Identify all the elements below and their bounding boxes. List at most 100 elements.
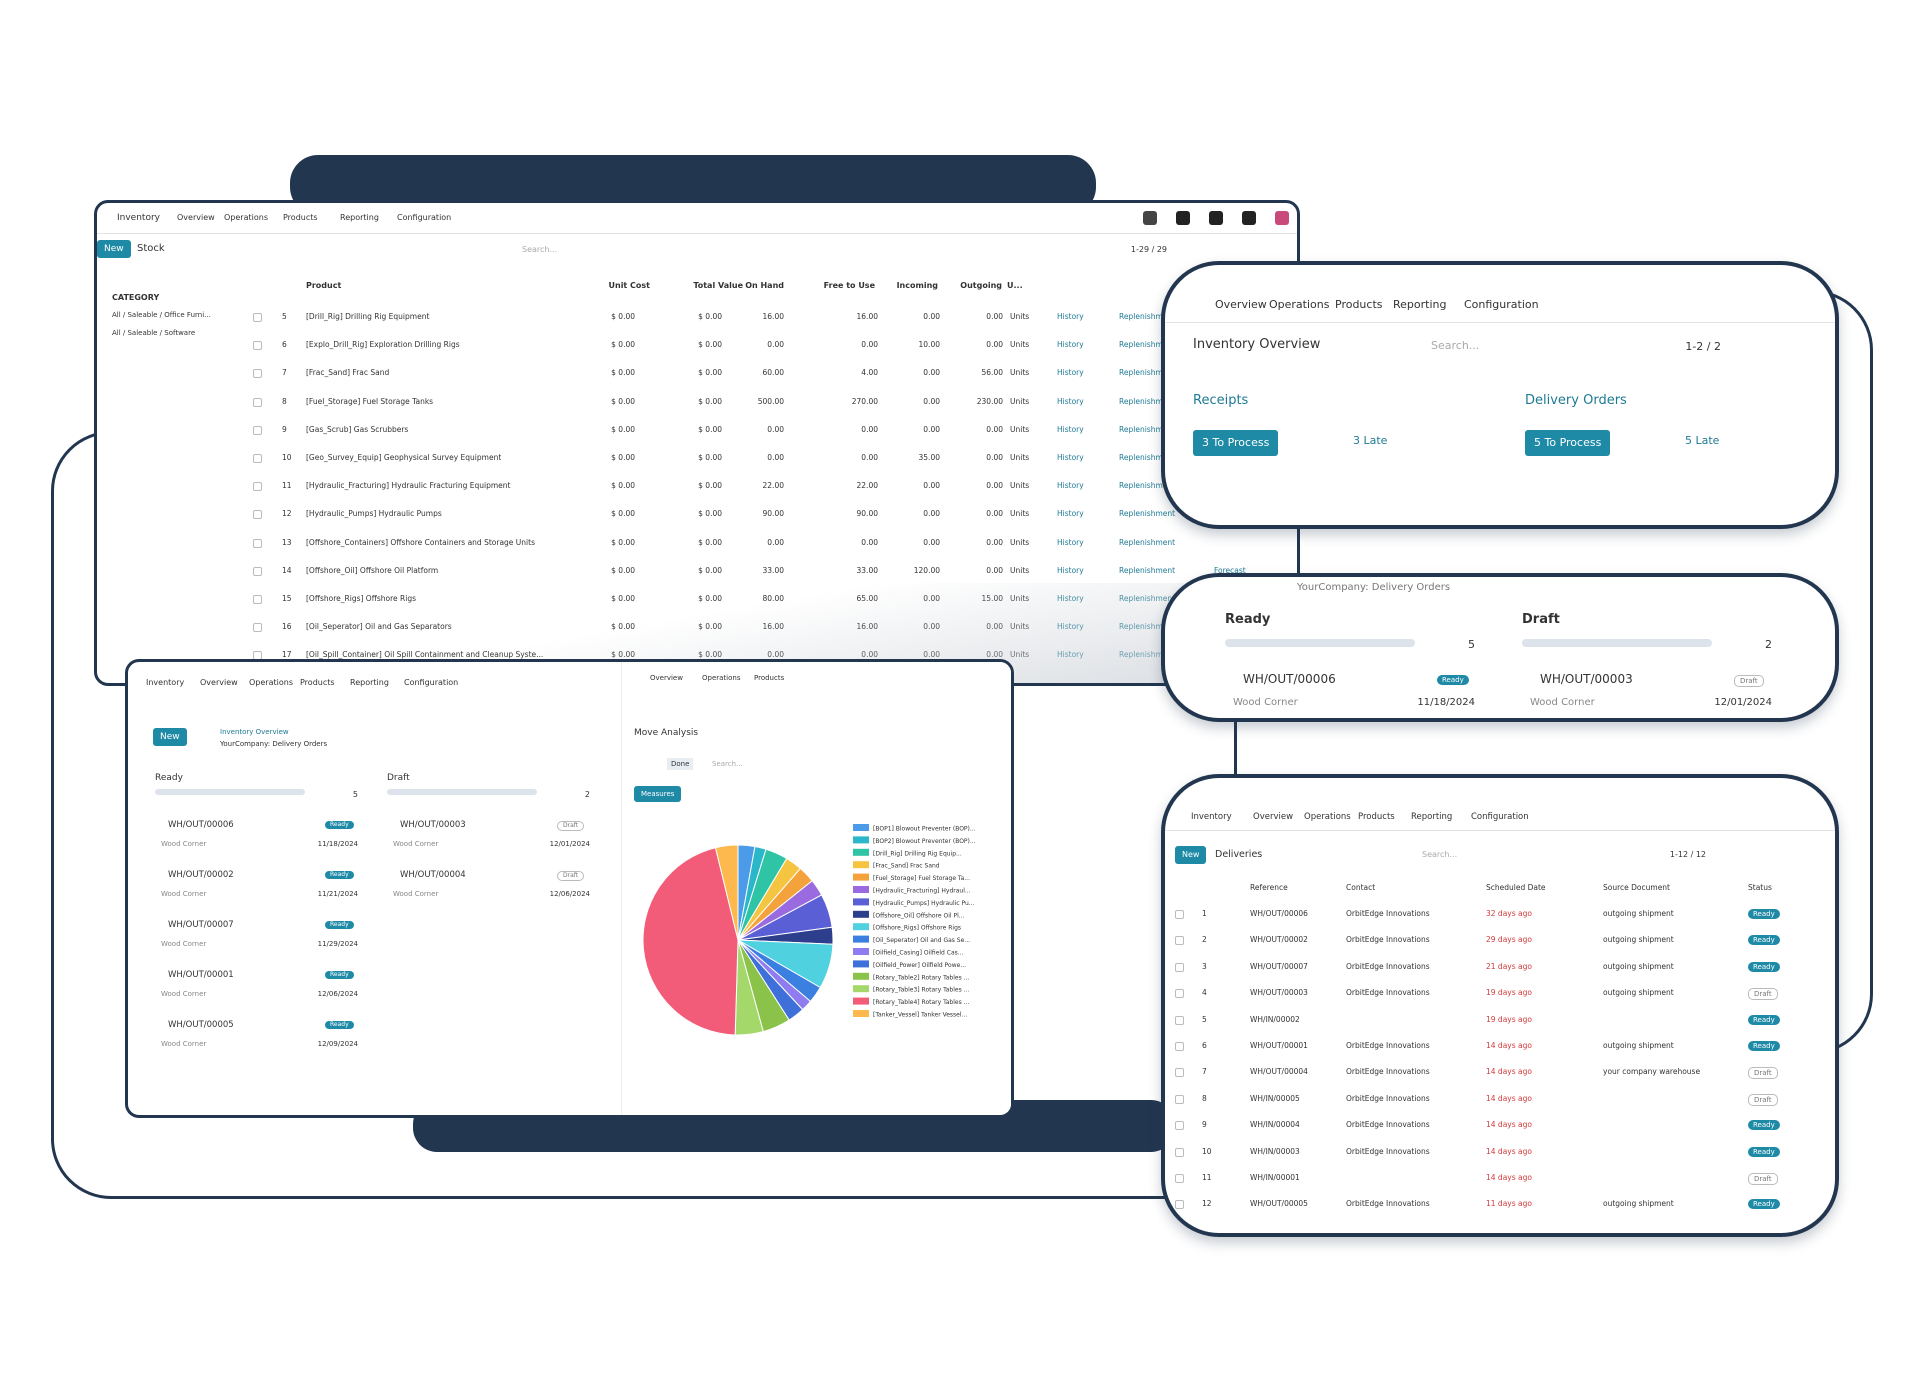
- process-button[interactable]: 5 To Process: [1525, 430, 1611, 456]
- cell: WH/OUT/00007: [1250, 961, 1308, 971]
- cell: 0.00: [986, 565, 1003, 575]
- cell: OrbitEdge Innovations: [1346, 1199, 1430, 1209]
- legend-label: [Rotary_Table2] Rotary Tables ...: [873, 974, 969, 981]
- cell: outgoing shipment: [1603, 909, 1674, 918]
- status-badge: Draft: [1734, 675, 1764, 687]
- card-partner: Wood Corner: [161, 890, 207, 898]
- cell: your company warehouse: [1603, 1067, 1701, 1077]
- legend-swatch: [853, 935, 869, 943]
- legend-swatch: [853, 824, 869, 831]
- card-partner: Wood Corner: [1233, 697, 1298, 708]
- cell: [Offshore_Containers] Offshore Container…: [306, 537, 535, 547]
- cell: 0.00: [986, 509, 1003, 519]
- cell: 1: [1202, 909, 1207, 918]
- status-badge: Ready: [1748, 1120, 1780, 1131]
- cell: 9: [1202, 1120, 1207, 1130]
- replenish-action: Replenishment: [1119, 368, 1176, 378]
- status-badge: Draft: [1748, 1067, 1778, 1080]
- row-checkbox: [1175, 1042, 1184, 1051]
- cell: $ 0.00: [698, 424, 722, 434]
- legend-label: [Offshore_Oil] Offshore Oil Pl...: [873, 912, 965, 919]
- cell: WH/IN/00005: [1250, 1093, 1300, 1103]
- cell: 9: [282, 424, 287, 434]
- cell: outgoing shipment: [1603, 988, 1674, 998]
- cell: [Fuel_Storage] Fuel Storage Tanks: [306, 396, 434, 406]
- status-badge: Ready: [1748, 909, 1780, 919]
- card-reference: WH/OUT/00001: [168, 970, 234, 980]
- cell: 14 days ago: [1486, 1067, 1532, 1077]
- category-item: All / Saleable / Software: [112, 329, 196, 337]
- card-reference: WH/OUT/00006: [168, 820, 234, 830]
- menu-item: Overview: [650, 674, 683, 682]
- row-checkbox: [253, 454, 262, 463]
- menu-item: Operations: [249, 678, 293, 687]
- cell: OrbitEdge Innovations: [1346, 1093, 1430, 1103]
- view-title: Move Analysis: [634, 728, 699, 738]
- menu-item: Reporting: [350, 678, 389, 687]
- row-checkbox: [253, 538, 262, 548]
- card-reference: WH/OUT/00003: [400, 820, 466, 830]
- search: Search...: [522, 245, 558, 254]
- legend-label: [BOP2] Blowout Preventer (BOP)...: [873, 838, 976, 845]
- row-checkbox: [253, 510, 262, 520]
- card-date: 11/21/2024: [317, 890, 358, 898]
- pager: 1-12 / 12: [1669, 850, 1706, 859]
- cell: 5: [1202, 1014, 1207, 1024]
- history-action: History: [1057, 368, 1084, 378]
- nav-icon: [1275, 211, 1289, 225]
- cell: 8: [1202, 1093, 1207, 1103]
- cell: 4.00: [861, 368, 878, 378]
- card-partner: Wood Corner: [161, 990, 207, 998]
- cell: 35.00: [918, 453, 940, 462]
- cell: 19 days ago: [1486, 988, 1532, 998]
- new-button[interactable]: New: [97, 240, 131, 258]
- cell: 13: [282, 537, 292, 547]
- overview-bubble: Overview Operations Products Reporting Confi…: [1161, 261, 1839, 529]
- new-button[interactable]: New: [1175, 846, 1207, 864]
- search: Search...: [1431, 339, 1480, 352]
- cell: [Offshore_Oil] Offshore Oil Platform: [306, 565, 439, 575]
- menu-item: Overview: [177, 213, 215, 222]
- column-name: Draft: [1522, 612, 1560, 627]
- menu-item: Reporting: [1411, 812, 1453, 822]
- cell: 0.00: [986, 312, 1003, 321]
- cell: $ 0.00: [611, 424, 635, 434]
- filter-facet[interactable]: Done: [667, 758, 694, 770]
- unit: Units: [1010, 396, 1030, 406]
- new-button[interactable]: New: [153, 728, 187, 746]
- row-checkbox: [253, 482, 262, 492]
- replenish-action: Replenishment: [1119, 565, 1176, 575]
- card-date: 12/06/2024: [549, 890, 590, 898]
- process-button[interactable]: 3 To Process: [1193, 430, 1279, 456]
- cell: 7: [282, 368, 287, 378]
- cell: 14 days ago: [1486, 1146, 1532, 1156]
- cell: OrbitEdge Innovations: [1346, 961, 1430, 971]
- cell: 22.00: [762, 481, 784, 491]
- menu-item: Inventory: [117, 213, 160, 223]
- cell: 2: [1202, 935, 1207, 945]
- measures-button[interactable]: Measures: [634, 786, 682, 802]
- view-title: Stock: [137, 243, 165, 254]
- card-partner: Wood Corner: [161, 940, 207, 948]
- menu-item: Overview: [200, 678, 238, 687]
- cell: outgoing shipment: [1603, 1199, 1674, 1209]
- cell: 8: [282, 396, 287, 406]
- cell: 10: [282, 453, 292, 462]
- cell: 0.00: [986, 424, 1003, 434]
- legend-label: [Drill_Rig] Drilling Rig Equip...: [873, 850, 962, 857]
- row-checkbox: [253, 397, 262, 407]
- menu-item: Configuration: [1464, 298, 1539, 311]
- cell: 90.00: [762, 509, 784, 519]
- pie-slice: [642, 847, 739, 1036]
- cell: $ 0.00: [611, 537, 635, 547]
- cell: 32 days ago: [1486, 909, 1532, 918]
- cell: 6: [1202, 1041, 1207, 1050]
- cell: 0.00: [923, 396, 940, 406]
- cell: 22.00: [856, 481, 878, 491]
- progress-bar: [1522, 639, 1712, 647]
- cell: $ 0.00: [698, 537, 722, 547]
- cell: 16.00: [856, 312, 878, 321]
- menu-item: Configuration: [1471, 812, 1529, 822]
- cell: 0.00: [923, 509, 940, 519]
- nav-icon: [1209, 211, 1223, 225]
